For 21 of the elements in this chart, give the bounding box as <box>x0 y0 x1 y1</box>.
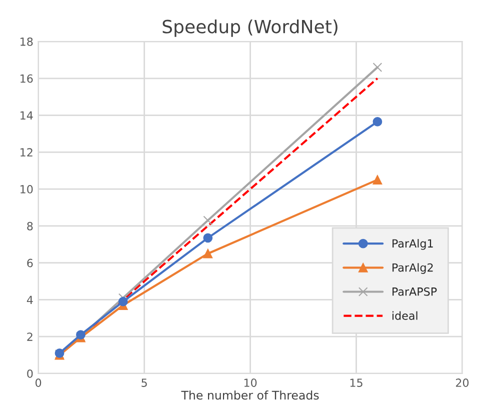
x-tick-label: 10 <box>244 378 257 387</box>
y-tick-label: 0 <box>27 369 33 378</box>
legend-label: ParAPSP <box>392 287 437 296</box>
y-tick-label: 12 <box>20 148 32 156</box>
y-tick-label: 18 <box>20 37 33 46</box>
y-tick-label: 8 <box>27 222 33 230</box>
x-tick-label: 5 <box>142 378 147 387</box>
y-tick-label: 2 <box>27 332 32 341</box>
x-tick-label: 15 <box>350 378 362 387</box>
y-tick-label: 16 <box>20 74 33 83</box>
legend-label: ideal <box>392 311 418 320</box>
y-tick-label: 14 <box>20 111 33 120</box>
x-tick-label: 0 <box>36 378 42 387</box>
legend-label: ParAlg2 <box>392 263 433 274</box>
chart-title: Speedup (WordNet) <box>162 19 338 37</box>
y-tick-label: 10 <box>20 185 33 194</box>
legend-label: ParAlg1 <box>392 239 433 250</box>
y-tick-label: 4 <box>26 296 33 304</box>
y-tick-label: 6 <box>27 258 33 268</box>
x-tick-label: 20 <box>456 378 469 387</box>
x-axis-title: The number of Threads <box>181 390 319 400</box>
